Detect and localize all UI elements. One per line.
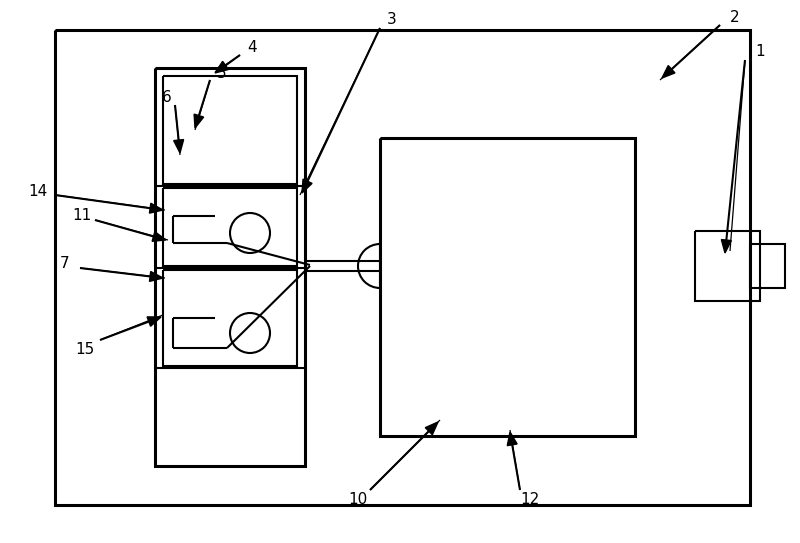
Text: 6: 6 xyxy=(162,91,172,105)
Polygon shape xyxy=(147,317,161,326)
Polygon shape xyxy=(215,61,229,73)
Polygon shape xyxy=(194,114,204,128)
Text: 1: 1 xyxy=(755,45,765,60)
Polygon shape xyxy=(174,140,184,153)
Polygon shape xyxy=(426,422,438,435)
Polygon shape xyxy=(150,272,163,281)
Text: 11: 11 xyxy=(72,207,92,223)
Polygon shape xyxy=(152,232,166,241)
Polygon shape xyxy=(662,66,675,78)
Text: 12: 12 xyxy=(520,493,540,508)
Text: 4: 4 xyxy=(247,41,257,55)
Polygon shape xyxy=(150,203,163,213)
Text: 14: 14 xyxy=(28,185,48,199)
Polygon shape xyxy=(507,432,517,446)
Text: 2: 2 xyxy=(730,10,740,26)
Polygon shape xyxy=(302,179,312,193)
Text: 10: 10 xyxy=(348,493,368,508)
Polygon shape xyxy=(722,239,731,253)
Text: 7: 7 xyxy=(60,256,70,270)
Text: 15: 15 xyxy=(75,343,94,357)
Text: 5: 5 xyxy=(217,66,227,81)
Text: 3: 3 xyxy=(387,12,397,28)
